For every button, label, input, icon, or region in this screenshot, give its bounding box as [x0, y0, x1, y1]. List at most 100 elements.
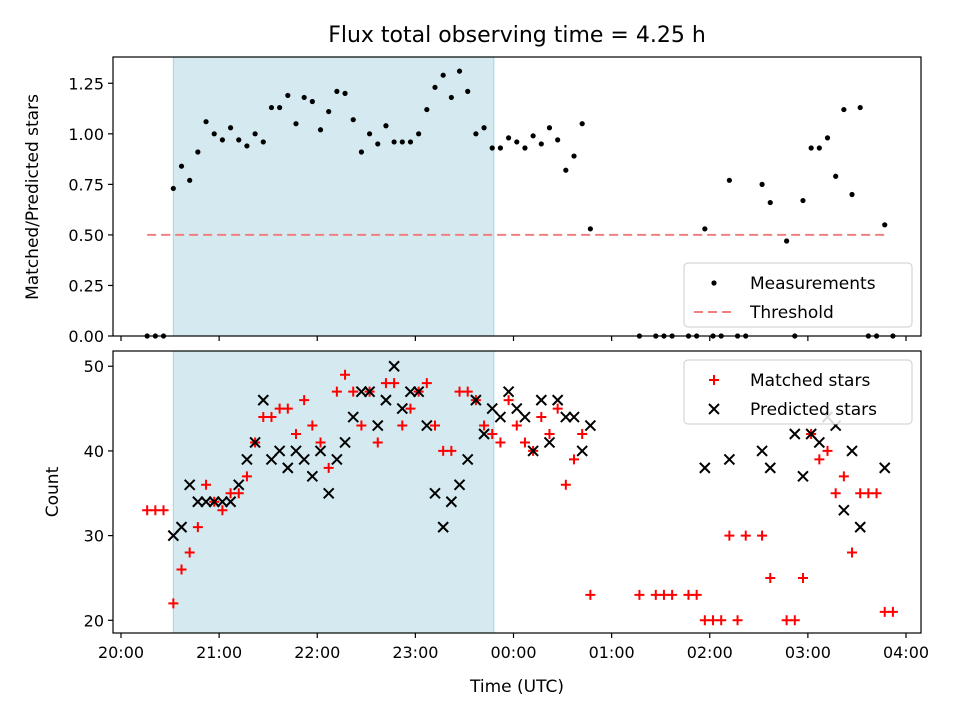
top-y-tick-label: 0.25: [68, 276, 104, 295]
matched-star-point: [838, 471, 849, 482]
x-tick-label: 03:00: [785, 643, 831, 662]
matched-star-point: [241, 471, 252, 482]
predicted-star-point: [347, 411, 359, 423]
matched-star-point: [569, 454, 580, 465]
measurement-point: [833, 173, 839, 179]
measurement-point: [505, 135, 512, 141]
legend-label: Measurements: [750, 274, 876, 294]
bottom-y-tick-label: 40: [84, 442, 104, 461]
predicted-star-point: [322, 487, 335, 499]
measurement-point: [784, 238, 790, 244]
measurement-point: [849, 191, 855, 198]
legend-predicted-marker: [708, 403, 720, 415]
predicted-star-point: [331, 453, 343, 466]
top-y-tick-label: 1.00: [68, 125, 104, 144]
predicted-star-point: [216, 496, 229, 508]
legend-label: Matched stars: [750, 371, 870, 391]
matched-star-point: [315, 437, 326, 448]
matched-star-point: [544, 428, 555, 439]
predicted-star-point: [192, 496, 204, 508]
matched-star-point: [536, 412, 547, 423]
matched-star-point: [176, 564, 187, 575]
measurement-point: [800, 197, 806, 204]
measurement-point: [824, 135, 831, 141]
top-panel: 0.00 0.25 0.50 0.75 1.00 1.25 Measurements Thre…: [68, 56, 922, 346]
measurement-point: [219, 137, 225, 143]
top-y-tick-label: 0.00: [68, 327, 104, 346]
predicted-star-point: [519, 411, 531, 423]
matched-star-point: [552, 403, 563, 414]
measurement-point: [587, 226, 593, 232]
measurement-point: [465, 88, 471, 94]
measurement-point: [424, 106, 430, 113]
matched-star-point: [716, 615, 727, 626]
bottom-y-axis-label: Count: [43, 466, 63, 517]
matched-star-point: [168, 598, 179, 609]
measurement-point: [309, 98, 315, 105]
predicted-star-point: [551, 394, 564, 406]
measurement-point: [366, 131, 373, 137]
matched-star-point: [757, 530, 768, 541]
matched-star-point: [732, 615, 743, 626]
measurement-point: [260, 139, 266, 145]
predicted-star-point: [429, 487, 441, 499]
measurement-point: [759, 181, 765, 187]
measurement-point: [448, 94, 454, 101]
matched-star-point: [421, 378, 432, 389]
measurement-point: [301, 94, 307, 101]
measurement-point: [195, 149, 201, 155]
bottom-shaded-interval: [172, 350, 495, 634]
x-tick-label: 22:00: [294, 643, 340, 662]
matched-star-point: [585, 589, 596, 600]
measurement-point: [489, 145, 495, 151]
matched-star-point: [830, 488, 841, 499]
x-tick-label: 20:00: [98, 643, 144, 662]
predicted-star-point: [764, 462, 776, 474]
measurement-point: [538, 141, 544, 147]
predicted-star-point: [797, 470, 809, 483]
measurement-point: [391, 139, 397, 145]
matched-star-point: [397, 420, 408, 431]
matched-star-point: [266, 412, 277, 423]
matched-star-point: [871, 488, 882, 499]
measurement-point: [456, 68, 463, 74]
predicted-star-point: [535, 394, 548, 406]
predicted-star-point: [372, 419, 384, 432]
predicted-star-point: [462, 453, 474, 466]
predicted-star-point: [306, 470, 319, 483]
top-y-tick-label: 1.25: [68, 74, 104, 93]
measurement-point: [293, 121, 299, 127]
measurement-point: [383, 123, 389, 129]
predicted-star-point: [339, 436, 351, 449]
predicted-star-point: [241, 453, 253, 466]
bottom-y-tick-label: 30: [84, 527, 104, 546]
matched-star-point: [765, 572, 776, 583]
measurement-point: [236, 137, 242, 143]
matched-star-point: [487, 428, 498, 439]
measurement-point: [481, 125, 487, 131]
matched-star-point: [740, 530, 751, 541]
matched-star-point: [511, 420, 522, 431]
predicted-star-point: [388, 360, 400, 372]
predicted-star-point: [453, 479, 466, 491]
predicted-star-point: [813, 436, 826, 449]
matched-star-point: [158, 505, 169, 516]
predicted-star-point: [494, 411, 507, 423]
measurement-point: [375, 141, 381, 147]
matched-star-point: [282, 403, 293, 414]
matched-star-point: [340, 369, 351, 380]
measurement-point: [432, 84, 438, 90]
matched-star-point: [307, 420, 318, 431]
predicted-star-point: [380, 394, 392, 406]
predicted-star-point: [298, 453, 310, 466]
matched-star-point: [323, 462, 334, 473]
measurement-point: [808, 145, 814, 151]
predicted-star-point: [224, 496, 237, 508]
matched-star-point: [847, 547, 858, 558]
matched-star-point: [797, 572, 808, 583]
predicted-star-point: [200, 496, 212, 508]
bottom-y-tick-label: 50: [84, 357, 104, 376]
chart-title: Flux total observing time = 4.25 h: [328, 23, 706, 48]
matched-star-point: [519, 437, 530, 448]
